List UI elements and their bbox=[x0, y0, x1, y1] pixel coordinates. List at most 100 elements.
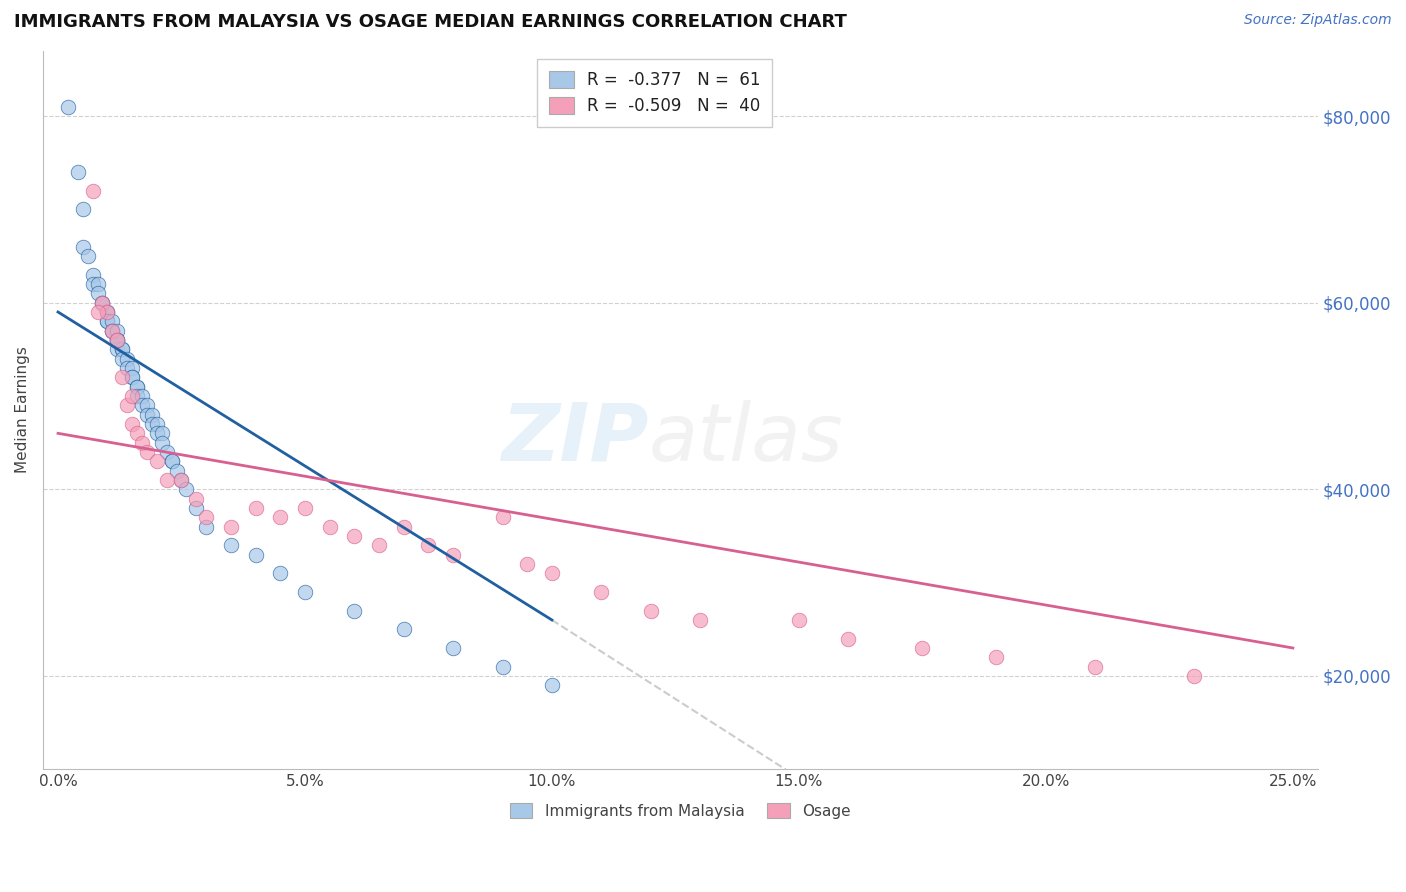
Point bbox=[441, 548, 464, 562]
Point bbox=[640, 604, 662, 618]
Point bbox=[343, 604, 366, 618]
Point bbox=[105, 333, 128, 347]
Point bbox=[121, 417, 143, 431]
Point bbox=[219, 519, 242, 533]
Point bbox=[837, 632, 859, 646]
Point bbox=[160, 454, 183, 468]
Point bbox=[219, 538, 242, 552]
Point bbox=[101, 324, 124, 338]
Point bbox=[101, 324, 124, 338]
Point bbox=[294, 585, 316, 599]
Point bbox=[105, 324, 128, 338]
Point bbox=[195, 510, 218, 524]
Point bbox=[141, 417, 163, 431]
Point bbox=[105, 343, 128, 357]
Point bbox=[911, 640, 934, 655]
Point bbox=[591, 585, 613, 599]
Point bbox=[101, 314, 124, 328]
Text: Source: ZipAtlas.com: Source: ZipAtlas.com bbox=[1244, 13, 1392, 28]
Point bbox=[146, 454, 169, 468]
Point bbox=[176, 483, 198, 497]
Point bbox=[150, 426, 173, 441]
Point bbox=[146, 417, 169, 431]
Point bbox=[150, 435, 173, 450]
Point bbox=[986, 650, 1008, 665]
Point bbox=[1084, 659, 1107, 673]
Point bbox=[125, 426, 148, 441]
Point bbox=[111, 370, 134, 384]
Point bbox=[125, 379, 148, 393]
Point bbox=[131, 389, 153, 403]
Point bbox=[318, 519, 340, 533]
Point bbox=[115, 351, 138, 366]
Point bbox=[135, 398, 157, 412]
Point bbox=[72, 202, 94, 217]
Point bbox=[105, 333, 128, 347]
Point bbox=[66, 165, 89, 179]
Text: atlas: atlas bbox=[648, 400, 844, 478]
Point bbox=[72, 240, 94, 254]
Point bbox=[131, 435, 153, 450]
Point bbox=[56, 100, 79, 114]
Point bbox=[186, 500, 208, 515]
Point bbox=[111, 351, 134, 366]
Point bbox=[91, 295, 114, 310]
Point bbox=[186, 491, 208, 506]
Point bbox=[111, 343, 134, 357]
Point bbox=[441, 640, 464, 655]
Point bbox=[195, 519, 218, 533]
Point bbox=[96, 314, 118, 328]
Point bbox=[166, 464, 188, 478]
Point bbox=[115, 398, 138, 412]
Text: ZIP: ZIP bbox=[501, 400, 648, 478]
Point bbox=[96, 305, 118, 319]
Point bbox=[156, 473, 179, 487]
Point bbox=[418, 538, 440, 552]
Point bbox=[135, 408, 157, 422]
Point bbox=[82, 184, 104, 198]
Point bbox=[689, 613, 711, 627]
Point bbox=[368, 538, 391, 552]
Point bbox=[82, 268, 104, 282]
Point bbox=[91, 295, 114, 310]
Point bbox=[135, 445, 157, 459]
Point bbox=[86, 277, 108, 291]
Point bbox=[294, 500, 316, 515]
Point bbox=[76, 249, 98, 263]
Y-axis label: Median Earnings: Median Earnings bbox=[15, 347, 30, 474]
Point bbox=[105, 333, 128, 347]
Point bbox=[115, 361, 138, 376]
Point bbox=[82, 277, 104, 291]
Point bbox=[245, 548, 267, 562]
Point bbox=[125, 389, 148, 403]
Point bbox=[491, 510, 513, 524]
Point bbox=[96, 305, 118, 319]
Point bbox=[141, 408, 163, 422]
Point bbox=[541, 566, 564, 581]
Point bbox=[245, 500, 267, 515]
Point bbox=[146, 426, 169, 441]
Point bbox=[392, 519, 415, 533]
Point bbox=[491, 659, 513, 673]
Point bbox=[91, 295, 114, 310]
Point bbox=[121, 370, 143, 384]
Point bbox=[1182, 669, 1205, 683]
Point bbox=[156, 445, 179, 459]
Point bbox=[392, 623, 415, 637]
Point bbox=[541, 678, 564, 692]
Point bbox=[101, 324, 124, 338]
Point bbox=[105, 333, 128, 347]
Point bbox=[121, 361, 143, 376]
Point bbox=[170, 473, 193, 487]
Text: IMMIGRANTS FROM MALAYSIA VS OSAGE MEDIAN EARNINGS CORRELATION CHART: IMMIGRANTS FROM MALAYSIA VS OSAGE MEDIAN… bbox=[14, 13, 846, 31]
Point bbox=[86, 305, 108, 319]
Point bbox=[343, 529, 366, 543]
Point bbox=[121, 370, 143, 384]
Point bbox=[131, 398, 153, 412]
Point bbox=[125, 379, 148, 393]
Point bbox=[160, 454, 183, 468]
Point bbox=[516, 557, 538, 571]
Point bbox=[111, 343, 134, 357]
Point bbox=[269, 566, 291, 581]
Point bbox=[269, 510, 291, 524]
